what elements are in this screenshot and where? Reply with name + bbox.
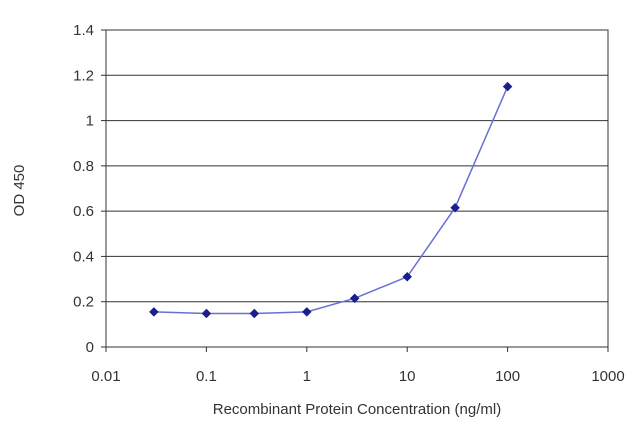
x-axis: 0.01 0.1 1 10 100 1000 <box>91 347 625 385</box>
data-point <box>149 307 159 317</box>
series-line <box>153 86 509 315</box>
y-tick-label: 0.4 <box>73 248 94 265</box>
y-axis-title: OD 450 <box>11 165 28 217</box>
data-point <box>201 308 212 319</box>
y-tick-label: 0.6 <box>73 203 94 220</box>
data-point <box>249 308 260 319</box>
y-tick-label: 1.4 <box>73 22 94 39</box>
y-tick-label: 1 <box>86 113 94 130</box>
x-tick-label: 1000 <box>591 368 624 385</box>
x-tick-label: 100 <box>495 368 520 385</box>
x-tick-label: 0.01 <box>91 368 120 385</box>
series-layer <box>149 81 513 319</box>
data-point <box>301 307 312 317</box>
y-tick-label: 0.2 <box>73 294 94 311</box>
x-tick-label: 1 <box>303 368 311 385</box>
x-tick-label: 0.1 <box>196 368 217 385</box>
grid-layer <box>106 29 608 303</box>
data-point <box>450 202 460 213</box>
x-axis-title: Recombinant Protein Concentration (ng/ml… <box>213 401 501 418</box>
y-tick-label: 0.8 <box>73 158 94 175</box>
x-tick-label: 10 <box>399 368 416 385</box>
data-point <box>349 293 360 304</box>
plot-frame <box>105 29 609 348</box>
y-tick-label: 0 <box>86 339 94 356</box>
data-point <box>402 271 413 282</box>
y-tick-label: 1.2 <box>73 67 94 84</box>
y-axis: 0 0.2 0.4 0.6 0.8 1 1.2 1.4 <box>73 22 106 356</box>
data-point <box>502 81 513 92</box>
